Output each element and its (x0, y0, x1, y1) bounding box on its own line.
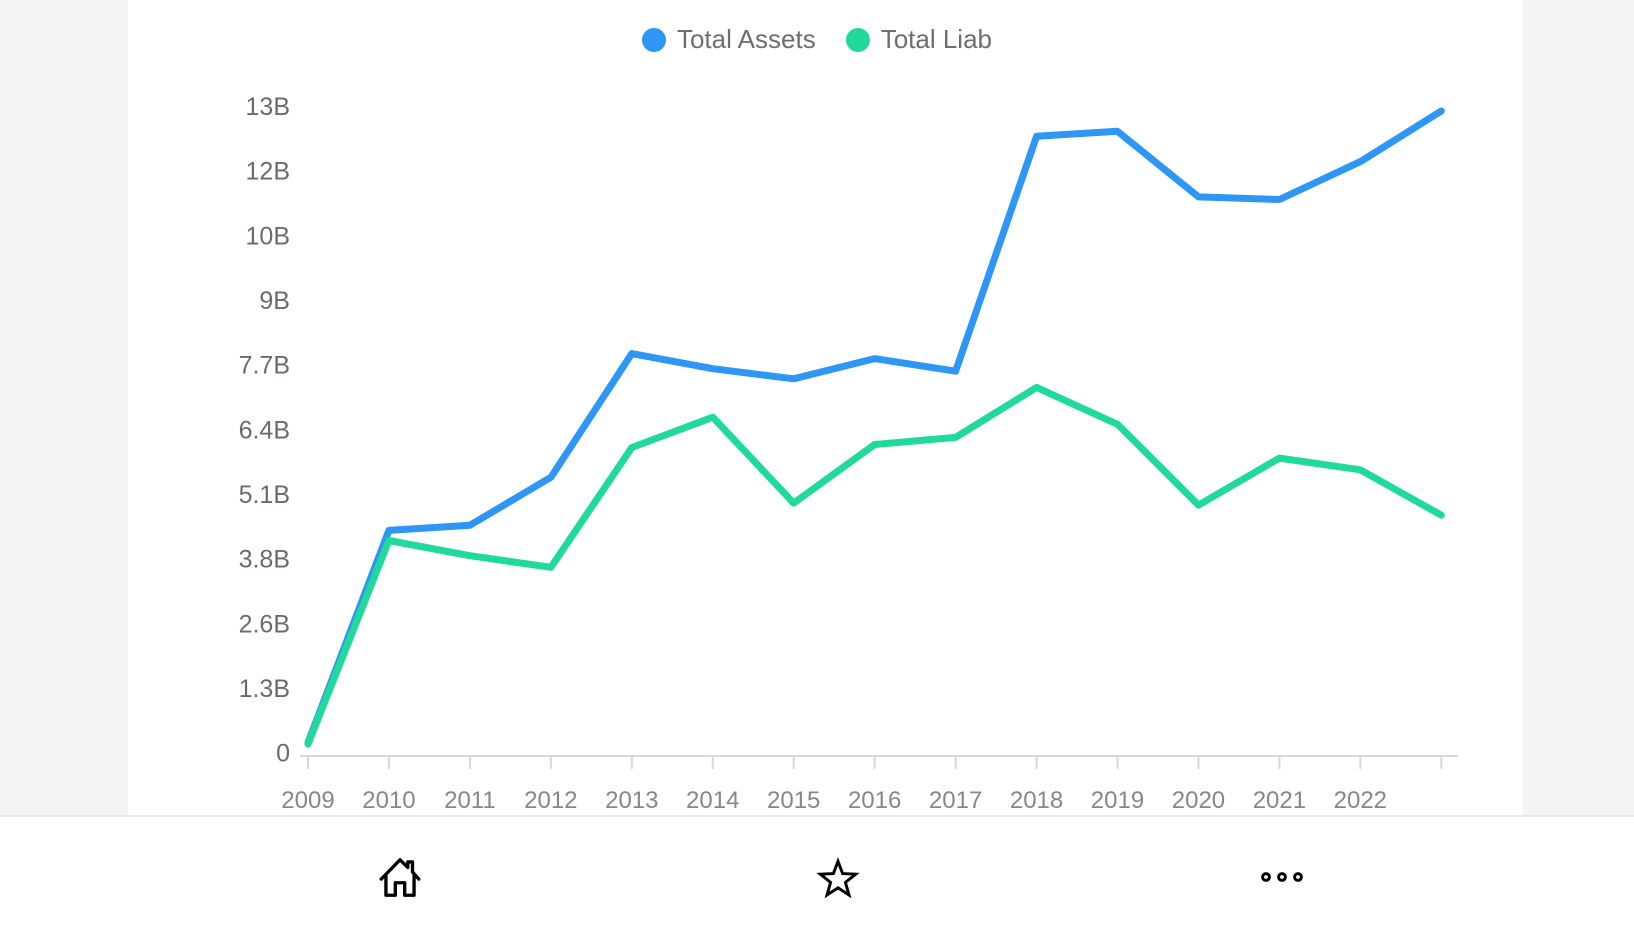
x-axis-label: 2012 (524, 787, 577, 814)
legend-item-total-assets[interactable]: Total Assets (641, 24, 816, 55)
bottom-divider (0, 815, 1634, 817)
x-axis-label: 2009 (281, 787, 334, 814)
y-axis-label: 12B (246, 158, 290, 186)
y-axis-label: 10B (246, 222, 290, 250)
y-axis-label: 9B (259, 287, 290, 315)
ellipsis-icon (1261, 872, 1303, 882)
total-assets-dot-icon (641, 27, 666, 52)
x-axis-label: 2018 (1010, 787, 1063, 814)
home-icon (379, 858, 421, 897)
y-axis-label: 1.3B (239, 675, 290, 703)
x-axis-label: 2022 (1334, 787, 1387, 814)
y-axis-label: 13B (246, 93, 290, 121)
x-axis-label: 2017 (929, 787, 982, 814)
x-axis-label: 2021 (1253, 787, 1306, 814)
total-liab-dot-icon (845, 27, 870, 52)
x-axis-label: 2010 (362, 787, 415, 814)
legend-item-total-liab[interactable]: Total Liab (845, 24, 993, 55)
right-margin (1523, 0, 1634, 816)
chart-legend: Total Assets Total Liab (0, 24, 1634, 55)
star-icon (816, 857, 860, 899)
x-axis-label: 2011 (444, 787, 496, 814)
legend-label-total-assets: Total Assets (676, 24, 816, 54)
y-axis-label: 0 (276, 740, 290, 768)
x-axis-label: 2015 (767, 787, 820, 814)
x-axis-label: 2019 (1091, 787, 1144, 814)
x-axis-label: 2013 (605, 787, 658, 814)
series-line-total-liab (304, 383, 1445, 748)
left-margin (0, 0, 128, 816)
x-axis-label: 2016 (848, 787, 901, 814)
x-axis-label: 2020 (1172, 787, 1225, 814)
series-line-total-assets (304, 107, 1445, 747)
y-axis-label: 2.6B (239, 610, 290, 638)
favorite-button[interactable] (807, 846, 870, 909)
y-axis-label: 6.4B (239, 416, 290, 444)
legend-label-total-liab: Total Liab (880, 24, 993, 54)
y-axis-label: 5.1B (239, 481, 290, 509)
y-axis-label: 7.7B (239, 352, 290, 380)
home-button[interactable] (367, 844, 433, 910)
more-button[interactable] (1250, 861, 1314, 893)
y-axis-label: 3.8B (239, 546, 290, 574)
line-chart: 0 1.3B 2.6B 3.8B 5.1B 6.4B 7.7B 9B 10B 12B 13B 2009… (239, 93, 1458, 814)
x-axis-label: 2014 (686, 787, 739, 814)
bottom-nav (0, 817, 1634, 928)
